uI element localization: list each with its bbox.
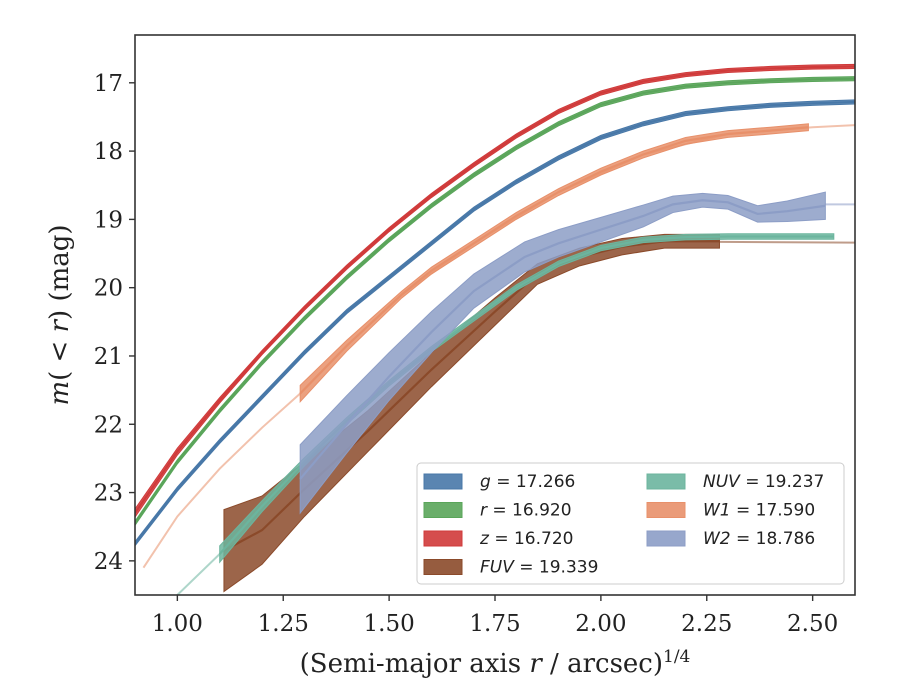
legend-swatch-W2 bbox=[646, 530, 686, 547]
series-z-line bbox=[135, 65, 855, 514]
series-z-band bbox=[135, 63, 855, 519]
legend-swatch-z bbox=[423, 530, 463, 547]
y-tick-label: 19 bbox=[94, 207, 123, 233]
legend-swatch-FUV bbox=[423, 559, 463, 575]
series-W1-band bbox=[299, 123, 809, 404]
series-r-line bbox=[135, 77, 855, 524]
series-NUV-extrapolation bbox=[175, 553, 221, 595]
series-W1-line bbox=[299, 126, 809, 395]
series-layer bbox=[135, 63, 855, 595]
series-W1 bbox=[142, 123, 855, 569]
y-axis-title: m( < r) (mag) bbox=[45, 224, 75, 405]
y-axis: 17 18 19 20 21 22 23 24 bbox=[94, 71, 135, 575]
legend-label-W2: W2 = 18.786 bbox=[703, 529, 815, 549]
x-tick-label: 1.50 bbox=[364, 611, 415, 637]
legend-label-g: g = 17.266 bbox=[480, 472, 575, 492]
series-FUV-line bbox=[223, 240, 720, 552]
series-W2 bbox=[299, 191, 855, 515]
legend-swatch-g bbox=[423, 473, 463, 490]
series-g-band bbox=[135, 99, 855, 547]
x-axis-title: (Semi-major axis r / arcsec)1/4 bbox=[300, 647, 691, 679]
legend-box bbox=[416, 462, 845, 585]
y-tick-label: 23 bbox=[94, 481, 123, 507]
x-tick-label: 2.50 bbox=[787, 611, 838, 637]
legend-label-W1: W1 = 17.590 bbox=[703, 501, 815, 521]
x-tick-label: 2.00 bbox=[575, 611, 626, 637]
legend: g = 17.266 r = 16.920 z = 16.720 FUV = 19.3… bbox=[416, 462, 845, 585]
legend-label-r: r = 16.920 bbox=[480, 501, 572, 521]
legend-swatch-r bbox=[423, 502, 463, 518]
legend-swatch-NUV bbox=[646, 473, 686, 490]
series-W2-line bbox=[299, 199, 826, 480]
x-tick-label: 2.25 bbox=[681, 611, 732, 637]
y-tick-label: 17 bbox=[94, 71, 123, 97]
legend-label-FUV: FUV = 19.339 bbox=[480, 558, 598, 578]
y-tick-label: 20 bbox=[94, 276, 123, 302]
series-g-line bbox=[135, 100, 855, 545]
legend-label-NUV: NUV = 19.237 bbox=[703, 472, 824, 492]
x-tick-label: 1.25 bbox=[258, 611, 309, 637]
y-tick-label: 18 bbox=[94, 139, 123, 165]
series-FUV-extrapolation bbox=[719, 240, 855, 244]
y-tick-label: 21 bbox=[94, 344, 123, 370]
series-W2-band bbox=[299, 191, 826, 515]
x-tick-label: 1.00 bbox=[152, 611, 203, 637]
series-z bbox=[135, 63, 855, 519]
y-tick-label: 22 bbox=[94, 412, 123, 438]
y-tick-label: 24 bbox=[94, 549, 123, 575]
x-tick-label: 1.75 bbox=[469, 611, 520, 637]
series-r bbox=[135, 76, 855, 527]
series-r-band bbox=[135, 76, 855, 527]
x-axis: 1.00 1.25 1.50 1.75 2.00 2.25 2.50 bbox=[152, 595, 838, 637]
legend-label-z: z = 16.720 bbox=[479, 529, 573, 549]
legend-swatch-W1 bbox=[646, 502, 686, 518]
series-g bbox=[135, 99, 855, 547]
